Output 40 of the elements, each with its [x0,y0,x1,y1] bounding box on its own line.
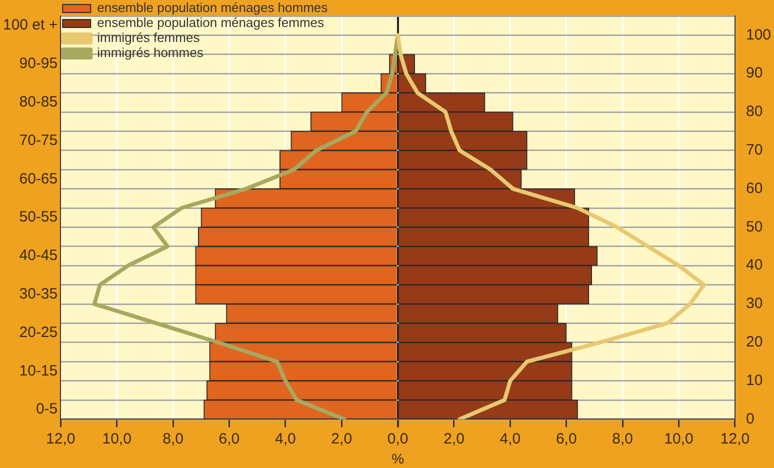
x-tick-label: 4,0 [500,430,521,448]
y2-tick-label: 30 [746,295,763,312]
x-tick-label: 4,0 [274,430,296,448]
y2-tick-label: 80 [746,103,763,120]
x-tick-label: 6,0 [218,430,240,448]
y-tick-label: 40-45 [19,247,58,264]
x-tick-label: 10,0 [102,430,132,448]
x-tick-label: 12,0 [46,430,76,448]
y2-tick-label: 70 [746,142,763,159]
y-tick-label: 0-5 [36,400,58,418]
y2-tick-label: 10 [746,372,763,389]
y-tick-label: 60-65 [19,170,58,188]
y-tick-label: 80-85 [19,94,58,111]
y-tick-label: 20-25 [19,324,58,341]
y2-tick-label: 100 [746,26,772,44]
legend-label: ensemble population ménages femmes [97,15,325,30]
y-tick-label: 90-95 [19,55,58,72]
x-tick-label: 10,0 [664,430,694,448]
y2-tick-label: 50 [746,218,763,236]
y2-tick-label: 20 [746,334,763,351]
x-tick-label: 8,0 [162,430,184,448]
y-tick-label: 30-35 [19,286,58,303]
legend-label: immigrés hommes [97,45,204,60]
x-tick-label: 2,0 [444,430,464,448]
y2-tick-label: 90 [746,64,763,82]
y2-tick-label: 0 [746,410,754,428]
y2-tick-label: 60 [746,180,763,197]
legend-label: ensemble population ménages hommes [97,0,328,16]
x-tick-label: 12,0 [720,430,750,448]
y-tick-label: 100 et + [2,16,58,34]
x-tick-label: 6,0 [556,430,577,448]
y-tick-label: 70-75 [19,132,58,149]
x-tick-label: 0,0 [387,430,408,448]
y2-tick-label: 40 [746,256,763,274]
x-tick-label: 8,0 [612,430,634,448]
x-tick-label: 2,0 [331,430,352,448]
legend-label: immigrés femmes [97,30,200,46]
y-tick-label: 50-55 [19,208,58,226]
y-tick-label: 10-15 [19,362,58,380]
x-axis-title: % [392,450,404,466]
